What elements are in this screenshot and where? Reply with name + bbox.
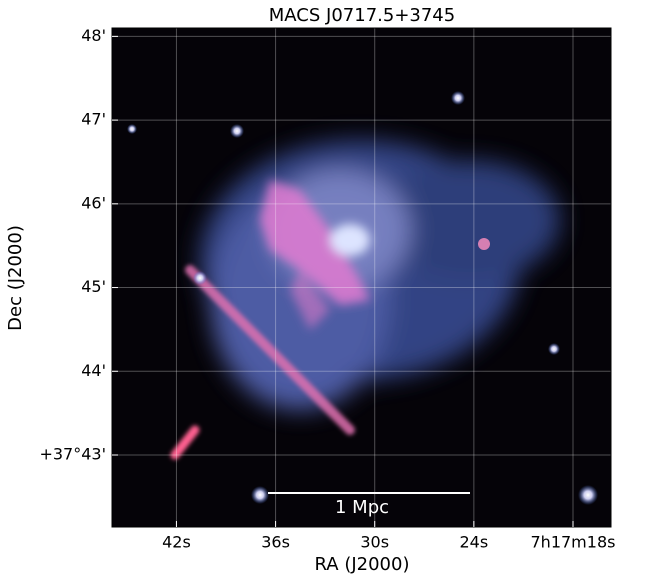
x-axis-label: RA (J2000) [315, 554, 410, 575]
grid [112, 28, 611, 527]
x-tick-label: 24s [460, 533, 489, 552]
y-tick-label: 44' [81, 361, 106, 380]
y-tick-label: 45' [81, 277, 106, 296]
sky-image [112, 28, 611, 527]
x-tick-label: 42s [162, 533, 191, 552]
y-tick-label: 46' [81, 193, 106, 212]
plot-frame [111, 27, 612, 528]
chart-title: MACS J0717.5+3745 [269, 5, 455, 26]
y-axis-label: Dec (J2000) [5, 225, 26, 331]
y-tick-label: +37°43' [39, 444, 106, 463]
y-tick-label: 48' [81, 26, 106, 45]
x-tick-label: 30s [360, 533, 389, 552]
x-tick-label: 36s [261, 533, 290, 552]
y-tick-label: 47' [81, 110, 106, 129]
x-tick-label: 7h17m18s [531, 533, 616, 552]
scale-bar-label: 1 Mpc [335, 497, 389, 518]
